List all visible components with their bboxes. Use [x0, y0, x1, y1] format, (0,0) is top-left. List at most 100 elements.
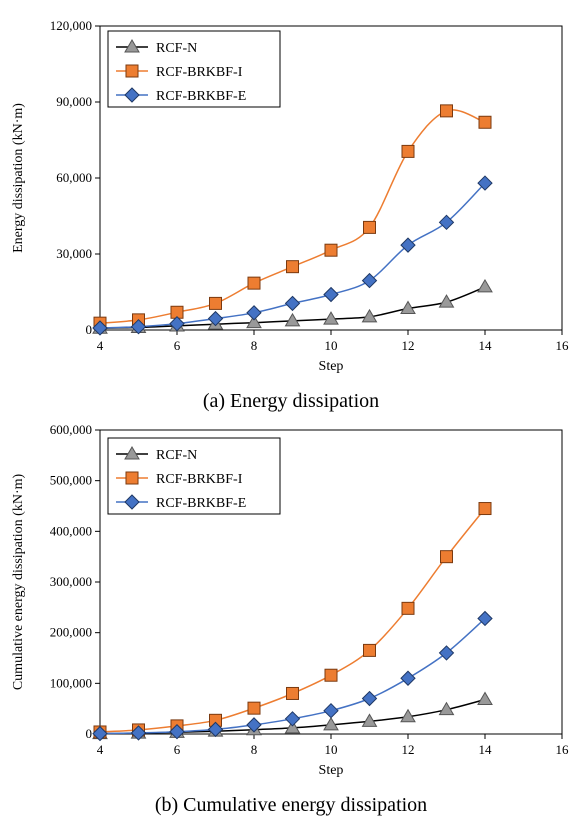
data-point-rcf-n [246, 314, 262, 329]
data-point-rcf-brkbf-i [363, 220, 376, 234]
x-tick-label: 16 [556, 338, 570, 353]
data-point-rcf-brkbf-e [169, 723, 185, 740]
legend-label: RCF-BRKBF-E [156, 89, 246, 104]
legend: RCF-N RCF-BRKBF-I RCF-BRKBF-E [107, 30, 281, 108]
y-axis-title: Energy dissipation (kN·m) [11, 103, 26, 253]
energy-dissipation-chart: 0 30,000 60,000 90,000 120,000 4 6 8 10 12 14 16 Ste… [11, 18, 570, 374]
series-markers-rcf-brkbf-i [93, 104, 492, 330]
data-point-rcf-brkbf-e [477, 175, 493, 191]
data-point-rcf-n [438, 294, 455, 308]
data-point-rcf-brkbf-e [169, 315, 185, 332]
data-point-rcf-brkbf-i [401, 601, 415, 615]
data-point-rcf-brkbf-e [92, 320, 108, 336]
x-tick-label: 8 [251, 742, 258, 757]
x-tick-label: 4 [97, 338, 104, 353]
data-point-rcf-brkbf-i [286, 686, 299, 700]
legend-marker [124, 87, 140, 103]
data-point-rcf-brkbf-i [209, 296, 222, 310]
legend: RCF-N RCF-BRKBF-I RCF-BRKBF-E [107, 437, 281, 515]
data-point-rcf-brkbf-i [363, 643, 376, 657]
y-tick-label: 60,000 [56, 170, 92, 185]
data-point-rcf-brkbf-e [361, 690, 378, 707]
x-tick-label: 6 [174, 338, 181, 353]
data-point-rcf-n [323, 311, 339, 325]
data-point-rcf-n [477, 691, 493, 706]
x-tick-label: 16 [556, 742, 570, 757]
data-point-rcf-n [284, 312, 301, 327]
data-point-rcf-brkbf-i [286, 260, 299, 274]
data-point-rcf-brkbf-e [207, 310, 224, 327]
data-point-rcf-brkbf-e [207, 721, 224, 738]
x-tick-label: 12 [402, 338, 415, 353]
series-markers-rcf-brkbf-e [92, 610, 493, 742]
data-point-rcf-n [438, 701, 455, 716]
y-tick-label: 600,000 [50, 422, 92, 437]
legend-label: RCF-N [156, 41, 197, 56]
y-tick-label: 400,000 [50, 523, 92, 538]
legend-marker [124, 494, 140, 510]
data-point-rcf-n [361, 713, 378, 727]
x-tick-label: 4 [97, 742, 104, 757]
x-axis-title: Step [319, 359, 344, 374]
data-point-rcf-brkbf-e [438, 214, 455, 231]
data-point-rcf-brkbf-i [440, 550, 453, 564]
y-tick-label: 0 [86, 726, 93, 741]
data-point-rcf-n [361, 308, 378, 323]
data-point-rcf-brkbf-e [400, 670, 416, 686]
y-axis-title: Cumulative energy dissipation (kN·m) [11, 474, 26, 691]
data-point-rcf-brkbf-e [130, 318, 147, 335]
y-tick-label: 90,000 [56, 94, 92, 109]
x-tick-label: 8 [251, 338, 258, 353]
data-point-rcf-n [400, 300, 416, 314]
x-tick-label: 14 [479, 338, 493, 353]
legend-label: RCF-N [156, 448, 197, 463]
legend-label: RCF-BRKBF-I [156, 472, 243, 487]
y-tick-label: 300,000 [50, 574, 92, 589]
legend-marker [125, 64, 139, 78]
data-point-rcf-n [477, 278, 493, 293]
y-tick-label: 30,000 [56, 246, 92, 261]
legend-label: RCF-BRKBF-I [156, 65, 243, 80]
data-point-rcf-brkbf-e [323, 702, 339, 719]
data-point-rcf-brkbf-e [400, 237, 416, 253]
data-point-rcf-brkbf-e [361, 272, 378, 289]
data-point-rcf-brkbf-e [130, 725, 147, 741]
data-point-rcf-brkbf-e [477, 610, 493, 627]
legend-label: RCF-BRKBF-E [156, 496, 246, 511]
data-point-rcf-n [400, 708, 416, 723]
x-tick-label: 12 [402, 742, 415, 757]
chart-caption-b: (b) Cumulative energy dissipation [154, 794, 428, 816]
data-point-rcf-brkbf-i [440, 104, 453, 118]
data-point-rcf-brkbf-e [284, 295, 301, 312]
legend-marker [124, 446, 140, 460]
x-tick-label: 14 [479, 742, 493, 757]
y-tick-label: 0 [86, 322, 93, 337]
x-tick-label: 10 [325, 338, 338, 353]
data-point-rcf-brkbf-e [438, 645, 455, 661]
series-markers-rcf-brkbf-i [93, 502, 492, 739]
legend-marker [125, 471, 139, 485]
data-point-rcf-n [284, 719, 301, 734]
data-point-rcf-brkbf-e [246, 305, 262, 321]
x-axis-title: Step [319, 763, 344, 778]
data-point-rcf-brkbf-e [92, 725, 108, 742]
y-tick-label: 100,000 [50, 675, 92, 690]
legend-marker [124, 39, 140, 53]
data-point-rcf-brkbf-i [324, 243, 338, 257]
y-tick-label: 500,000 [50, 473, 92, 488]
data-point-rcf-brkbf-i [401, 144, 415, 158]
x-tick-label: 10 [325, 742, 338, 757]
y-tick-label: 200,000 [50, 625, 92, 640]
data-point-rcf-brkbf-e [284, 711, 301, 727]
data-point-rcf-brkbf-i [324, 668, 338, 682]
data-point-rcf-brkbf-e [246, 717, 262, 733]
chart-caption-a: (a) Energy dissipation [202, 390, 380, 412]
data-point-rcf-n [323, 716, 339, 731]
data-point-rcf-brkbf-i [478, 502, 492, 516]
series-line-rcf-brkbf-i [99, 109, 486, 324]
data-point-rcf-brkbf-i [247, 701, 261, 715]
y-tick-label: 120,000 [50, 18, 92, 33]
series-markers-rcf-brkbf-e [92, 175, 493, 336]
data-point-rcf-brkbf-i [247, 276, 261, 290]
data-point-rcf-brkbf-e [323, 286, 339, 303]
